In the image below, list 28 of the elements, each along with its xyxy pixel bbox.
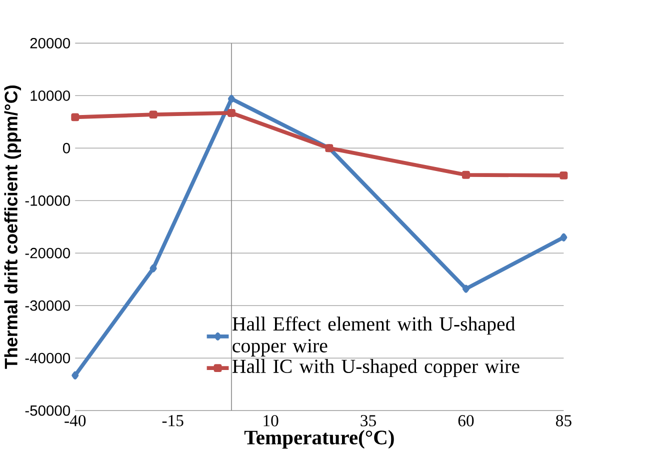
x-tick-label: 85: [556, 415, 572, 426]
y-tick-label: -30000: [25, 300, 70, 311]
y-tick-label: -10000: [25, 195, 70, 206]
point: [462, 284, 470, 293]
point: [71, 113, 80, 122]
y-tick-label: 20000: [30, 38, 70, 48]
x-tick-label: 10: [264, 415, 278, 426]
y-tick-label: -40000: [25, 352, 70, 364]
x-axis-title: Temperature(°C): [244, 430, 394, 449]
point: [228, 94, 235, 103]
x-tick-label: -15: [162, 415, 184, 426]
point: [560, 172, 568, 180]
point: [462, 170, 470, 179]
legend-label: Hall IC with U-shaped copper wire: [232, 359, 520, 378]
point: [149, 110, 158, 119]
point: [560, 233, 568, 242]
y-tick-label: -20000: [25, 248, 70, 258]
y-tick-label: -50000: [25, 405, 70, 416]
x-tick-label: 60: [458, 415, 474, 426]
x-tick-label: 35: [360, 415, 376, 426]
y-axis-title: Thermal drift coefficient (ppm/°C): [4, 86, 21, 369]
y-tick-label: 0: [62, 142, 70, 154]
legend-label: Hall Effect element with U-shaped copper wire: [232, 316, 516, 357]
point: [72, 371, 79, 380]
point: [150, 264, 157, 272]
x-tick-label: -40: [64, 415, 86, 426]
point: [227, 109, 236, 118]
y-tick-label: 10000: [30, 90, 70, 101]
